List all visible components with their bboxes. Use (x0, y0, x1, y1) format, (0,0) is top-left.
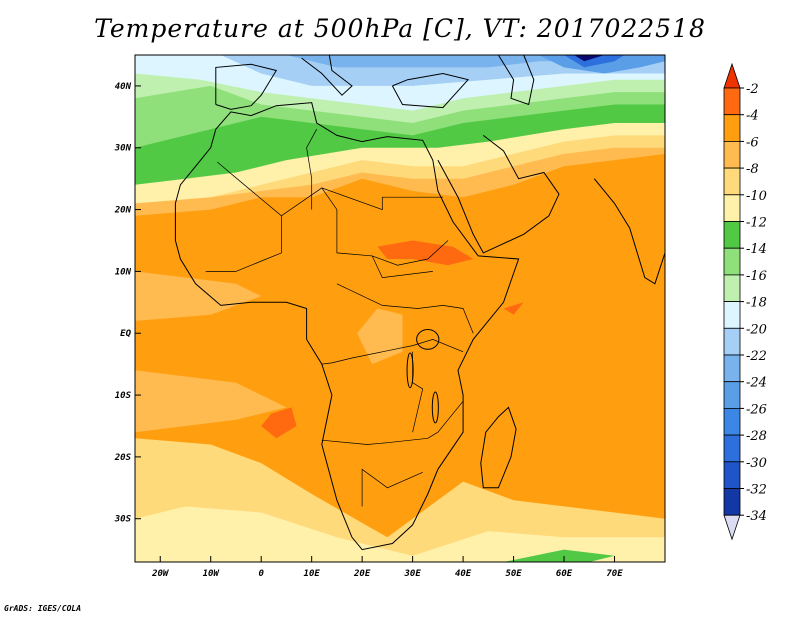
colorbar-label: -12 (746, 216, 767, 231)
colorbar-label: -16 (746, 269, 767, 284)
colorbar-label: -18 (746, 296, 767, 311)
lake-1 (416, 329, 440, 350)
y-tick-label: 20N (114, 206, 132, 216)
x-tick-label: 0 (258, 569, 264, 579)
colorbar-bottom-arrow (723, 514, 741, 541)
lake-2 (406, 352, 414, 389)
coastlines (174, 54, 666, 551)
colorbar-swatch (723, 140, 741, 169)
x-tick-label: 40E (455, 569, 472, 579)
colorbar-swatch (723, 247, 741, 276)
y-tick-label: 10S (115, 391, 132, 401)
colorbar-label: -8 (746, 162, 759, 177)
border-6 (321, 400, 464, 445)
border-5 (321, 339, 464, 365)
x-tick-label: 10E (304, 569, 321, 579)
band-n-34 (574, 55, 605, 62)
x-tick-label: 50E (505, 569, 522, 579)
madagascar-coastline (480, 406, 517, 489)
border-7 (361, 468, 423, 507)
colorbar-label: -22 (746, 349, 767, 364)
colorbar-label: -4 (746, 109, 759, 124)
colorbar-label: -30 (746, 456, 767, 471)
colorbar-swatch (723, 327, 741, 356)
grads-credit: GrADS: IGES/COLA (4, 604, 82, 613)
colorbar-swatch (723, 407, 741, 436)
colorbar-top-arrow (723, 62, 741, 89)
border-3 (205, 215, 282, 272)
band-atl-8 (135, 370, 287, 433)
x-tick-label: 20W (151, 569, 170, 579)
colorbar-label: -26 (746, 402, 767, 417)
border-11 (372, 240, 449, 266)
colorbar-label: -20 (746, 322, 767, 337)
colorbar-swatch (723, 194, 741, 222)
border-4 (336, 283, 474, 334)
warm-blob-somalia (503, 302, 524, 315)
y-tick-label: 30N (114, 144, 132, 154)
colorbar-swatch (723, 221, 741, 249)
colorbar-swatch (723, 87, 741, 116)
colorbar-label: -2 (746, 82, 759, 97)
map-frame (134, 54, 666, 563)
africa-coastline (174, 102, 520, 551)
y-tick-label: 10N (115, 267, 132, 277)
chart-title: Temperature at 500hPa [C], VT: 201702251… (94, 14, 706, 43)
caspian-coastline (497, 54, 535, 106)
colorbar-label: -32 (746, 483, 767, 498)
italy-coastline (301, 54, 353, 96)
x-tick-label: 20E (353, 569, 371, 579)
colorbar-swatch (723, 381, 741, 409)
y-tick-label: 40N (115, 82, 132, 92)
y-tick-label: EQ (120, 329, 131, 339)
colorbar-swatch (723, 301, 741, 329)
warm-blob-sudan (377, 240, 474, 266)
band-s-14 (503, 549, 615, 562)
colorbar-swatch (723, 354, 741, 383)
border-9 (306, 129, 318, 210)
colorbar-swatch (723, 167, 741, 196)
colorbar-swatch (723, 114, 741, 142)
lake-3 (431, 391, 439, 424)
x-tick-label: 10W (203, 569, 221, 579)
colorbar-label: -34 (746, 509, 767, 524)
colorbar-label: -28 (746, 429, 767, 444)
band-n-26 (538, 55, 665, 74)
warm-blob-atlantic (261, 407, 297, 439)
colorbar-swatch (723, 488, 741, 516)
y-tick-label: 20S (114, 453, 132, 463)
colorbar: -2 -4 -6 -8 -10 -12 -14 -16 -18 -20 -22 -24 -26 -28 -3… (723, 62, 767, 541)
x-tick-label: 70E (606, 569, 623, 579)
colorbar-label: -10 (746, 189, 767, 204)
colorbar-swatch (723, 461, 741, 489)
x-tick-label: 60E (556, 569, 573, 579)
iberia-coastline (215, 63, 278, 110)
colorbar-swatch (723, 274, 741, 302)
colorbar-label: -24 (746, 376, 767, 391)
arabia-coastline (437, 135, 560, 254)
temperature-field (135, 55, 665, 562)
colorbar-label: -6 (746, 135, 759, 150)
band-south-cool (135, 506, 665, 562)
x-tick-label: 30E (403, 569, 421, 579)
colorbar-label: -14 (746, 242, 767, 257)
turkey-coastline (391, 72, 470, 109)
border-2 (321, 187, 433, 278)
colorbar-swatch (723, 434, 741, 463)
band-gulf-8 (135, 271, 262, 321)
x-axis: 20W 10W 0 10E 20E 30E 40E 50E 60E 70E (151, 556, 623, 579)
y-tick-label: 30S (114, 515, 132, 525)
y-axis: 40N 30N 20N 10N EQ 10S 20S 30S (114, 82, 141, 525)
